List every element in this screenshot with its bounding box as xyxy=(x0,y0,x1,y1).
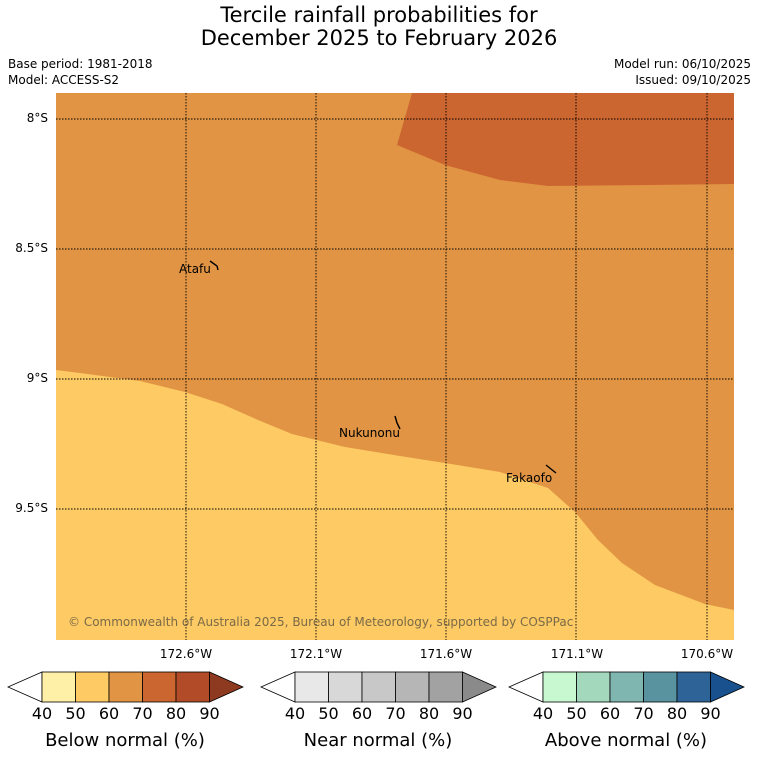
colorbar-near-normal xyxy=(260,671,497,703)
cbar-near-80-90 xyxy=(428,671,463,703)
model-run: Model run: 06/10/2025 xyxy=(613,57,751,71)
title-line-2: December 2025 to February 2026 xyxy=(200,26,558,50)
cbar-below-under xyxy=(7,671,43,703)
cbar-near-40-50 xyxy=(294,671,329,703)
tick-label: 60 xyxy=(351,704,373,723)
tick-label: 80 xyxy=(666,704,688,723)
cbar-above-70-80 xyxy=(643,671,678,703)
model-name: Model: ACCESS-S2 xyxy=(8,73,120,87)
region-below-normal-70-80 xyxy=(397,93,734,186)
place-atafu: Atafu xyxy=(179,262,211,276)
cbar-below-over xyxy=(209,671,244,703)
cbar-near-over xyxy=(462,671,497,703)
colorbar-title-near: Near normal (%) xyxy=(303,730,453,751)
nukunonu-island xyxy=(394,415,401,430)
tick-label: 60 xyxy=(599,704,621,723)
cbar-below-40-50 xyxy=(41,671,76,703)
lon-label-170-6w: 170.6°W xyxy=(680,647,734,661)
cbar-below-50-60 xyxy=(75,671,110,703)
tick-label: 80 xyxy=(165,704,187,723)
fakaofo-island xyxy=(545,464,557,474)
copyright-notice: © Commonwealth of Australia 2025, Bureau… xyxy=(68,615,573,629)
place-nukunonu: Nukunonu xyxy=(339,426,400,440)
tick-label: 50 xyxy=(318,704,339,723)
base-period: Base period: 1981-2018 xyxy=(8,57,153,71)
lat-label-9-5s: 9.5°S xyxy=(15,501,48,515)
cbar-below-70-80 xyxy=(142,671,177,703)
tick-label: 40 xyxy=(532,704,554,723)
place-fakaofo: Fakaofo xyxy=(506,471,552,485)
cbar-above-80-90 xyxy=(676,671,711,703)
lat-label-8s: 8°S xyxy=(26,111,48,125)
lon-label-172-1w: 172.1°W xyxy=(289,647,343,661)
cbar-near-under xyxy=(260,671,296,703)
tick-label: 40 xyxy=(31,704,53,723)
lat-label-8-5s: 8.5°S xyxy=(15,241,48,255)
atafu-island xyxy=(209,260,219,271)
lon-label-172-6w: 172.6°W xyxy=(159,647,213,661)
tick-label: 70 xyxy=(633,704,654,723)
colorbar-below-normal xyxy=(7,671,244,703)
cbar-below-60-70 xyxy=(108,671,143,703)
tick-label: 50 xyxy=(566,704,587,723)
issued-date: Issued: 09/10/2025 xyxy=(635,73,751,87)
tick-label: 80 xyxy=(418,704,440,723)
colorbar-title-below: Below normal (%) xyxy=(45,730,205,751)
tick-label: 40 xyxy=(284,704,306,723)
meta-right: Model run: 06/10/2025 Issued: 09/10/2025 xyxy=(614,56,751,88)
tick-label: 90 xyxy=(452,704,473,723)
cbar-below-80-90 xyxy=(175,671,210,703)
graticule xyxy=(56,93,734,640)
lat-label-9s: 9°S xyxy=(26,371,48,385)
cbar-above-under xyxy=(508,671,544,703)
cbar-above-40-50 xyxy=(542,671,577,703)
meta-left: Base period: 1981-2018 Model: ACCESS-S2 xyxy=(8,56,153,88)
cbar-above-60-70 xyxy=(609,671,644,703)
colorbar-title-above: Above normal (%) xyxy=(544,730,708,751)
colorbar-above-normal xyxy=(508,671,745,703)
tick-label: 90 xyxy=(700,704,721,723)
lon-label-171-1w: 171.1°W xyxy=(550,647,604,661)
cbar-near-50-60 xyxy=(328,671,363,703)
tick-label: 60 xyxy=(98,704,120,723)
cbar-near-60-70 xyxy=(361,671,396,703)
title-line-1: Tercile rainfall probabilities for xyxy=(220,3,538,27)
tick-label: 50 xyxy=(65,704,86,723)
chart-title: Tercile rainfall probabilities for Decem… xyxy=(0,4,758,50)
tick-label: 90 xyxy=(199,704,220,723)
tick-label: 70 xyxy=(385,704,406,723)
cbar-above-over xyxy=(710,671,745,703)
tick-label: 70 xyxy=(132,704,153,723)
region-below-normal-50-60 xyxy=(56,370,734,640)
cbar-near-70-80 xyxy=(395,671,430,703)
cbar-above-50-60 xyxy=(576,671,611,703)
lon-label-171-6w: 171.6°W xyxy=(419,647,473,661)
